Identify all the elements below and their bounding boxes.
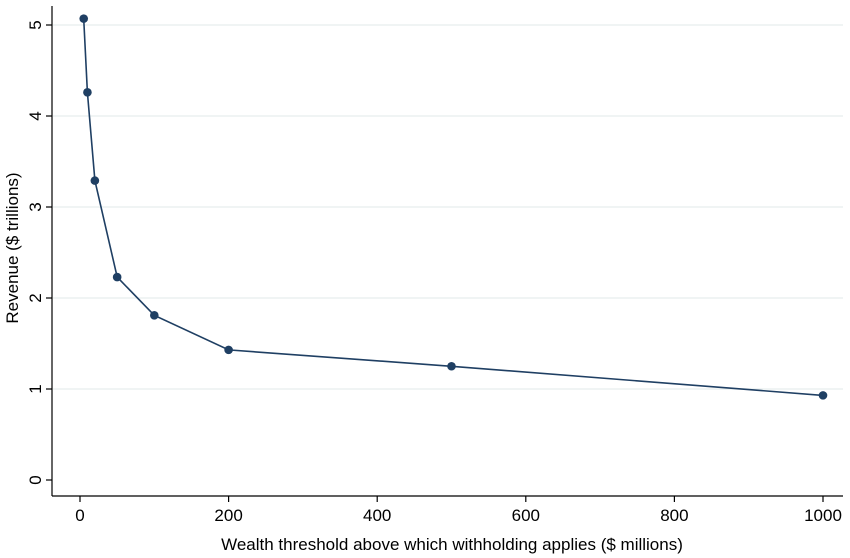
y-tick-label-0: 0 xyxy=(26,475,45,484)
x-tick-label-600: 600 xyxy=(512,506,540,525)
axes xyxy=(46,6,843,502)
series-line-0 xyxy=(82,18,824,397)
series xyxy=(79,14,828,400)
y-axis-label: Revenue ($ trillions) xyxy=(3,172,22,323)
x-tick-label-200: 200 xyxy=(214,506,242,525)
grid-lines xyxy=(53,24,843,390)
x-tick-label-800: 800 xyxy=(660,506,688,525)
x-tick-label-400: 400 xyxy=(363,506,391,525)
data-point-500 xyxy=(447,361,456,371)
data-point-1000 xyxy=(818,391,828,400)
tick-labels: 0 1 2 3 4 5 0 200 400 600 800 1000 xyxy=(26,20,842,525)
data-point-50 xyxy=(112,272,122,282)
y-tick-label-4: 4 xyxy=(26,111,45,120)
data-point-200 xyxy=(224,345,233,355)
data-point-20 xyxy=(90,176,100,185)
y-tick-label-1: 1 xyxy=(26,384,45,393)
data-point-5 xyxy=(79,14,89,23)
data-point-10 xyxy=(83,88,92,97)
x-tick-label-0: 0 xyxy=(75,506,84,525)
x-tick-label-1000: 1000 xyxy=(804,506,842,525)
x-axis-label: Wealth threshold above which withholding… xyxy=(221,535,683,554)
data-point-100 xyxy=(150,310,159,320)
y-tick-label-5: 5 xyxy=(26,20,45,29)
y-tick-label-2: 2 xyxy=(26,293,45,302)
y-tick-label-3: 3 xyxy=(26,202,45,211)
